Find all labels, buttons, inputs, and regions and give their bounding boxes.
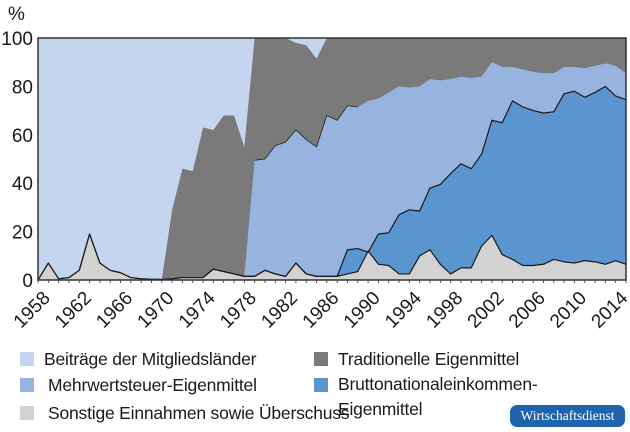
x-tick-label: 2010 (546, 288, 591, 333)
legend-label-beitraege: Beiträge der Mitgliedsländer (44, 349, 257, 369)
x-tick-label: 1962 (51, 288, 96, 333)
chart-series-lines (37, 85, 627, 281)
legend-swatch-traditionelle (314, 352, 328, 366)
chart-areas (38, 38, 626, 281)
legend-label-bne: Bruttonationaleinkommen- Eigenmittel (338, 372, 538, 422)
legend-label-traditionelle: Traditionelle Eigenmittel (338, 349, 520, 369)
area-sonstige (38, 234, 626, 280)
x-tick-label: 1966 (92, 288, 137, 333)
x-tick-label: 1978 (216, 288, 261, 333)
plot-frame (37, 37, 627, 281)
area-bne (38, 86, 626, 281)
y-tick-label: 60 (12, 126, 33, 147)
chart-legend: Beiträge der Mitgliedsländer Mehrwertste… (0, 346, 630, 432)
wirtschaftsdienst-logo-badge: Wirtschaftsdienst (510, 405, 625, 427)
y-tick-label: 40 (12, 174, 33, 195)
x-tick-label: 1974 (175, 287, 220, 332)
y-tick-label: 100 (1, 29, 33, 50)
x-tick-label: 1994 (381, 287, 426, 332)
legend-swatch-bne (314, 378, 328, 392)
legend-swatch-sonstige (20, 406, 34, 420)
y-axis: 0 20 40 60 80 100 (1, 29, 33, 292)
legend-item-traditionelle: Traditionelle Eigenmittel (314, 348, 519, 370)
legend-item-mwst: Mehrwertsteuer-Eigenmittel (20, 374, 257, 396)
legend-label-bne-line1: Bruttonationaleinkommen- (338, 374, 538, 394)
x-axis: 1958196219661970197419781982198619901994… (10, 280, 630, 332)
line-mwst (254, 105, 358, 161)
y-tick-label: 80 (12, 77, 33, 98)
y-tick-label: 0 (22, 271, 33, 292)
y-tick-label: 20 (12, 223, 33, 244)
x-tick-label: 2002 (464, 288, 509, 333)
x-tick-label: 1982 (257, 288, 302, 333)
y-axis-unit-label: % (8, 4, 25, 25)
x-tick-label: 1970 (134, 288, 179, 333)
legend-item-bne: Bruttonationaleinkommen- Eigenmittel (314, 372, 538, 422)
x-tick-label: 1990 (340, 288, 385, 333)
x-tick-label: 2006 (505, 288, 550, 333)
x-tick-label: 1998 (422, 288, 467, 333)
legend-swatch-beitraege (20, 352, 34, 366)
legend-item-sonstige: Sonstige Einnahmen sowie Überschuss (20, 402, 350, 424)
legend-label-sonstige: Sonstige Einnahmen sowie Überschuss (48, 403, 350, 423)
x-tick-label: 2014 (588, 287, 630, 332)
legend-label-mwst: Mehrwertsteuer-Eigenmittel (48, 375, 257, 395)
legend-item-beitraege: Beiträge der Mitgliedsländer (20, 348, 256, 370)
x-tick-label: 1958 (10, 288, 55, 333)
legend-swatch-mwst (20, 378, 34, 392)
x-tick-label: 1986 (299, 288, 344, 333)
legend-label-bne-line2: Eigenmittel (338, 399, 423, 419)
line-sonstige (37, 233, 627, 281)
